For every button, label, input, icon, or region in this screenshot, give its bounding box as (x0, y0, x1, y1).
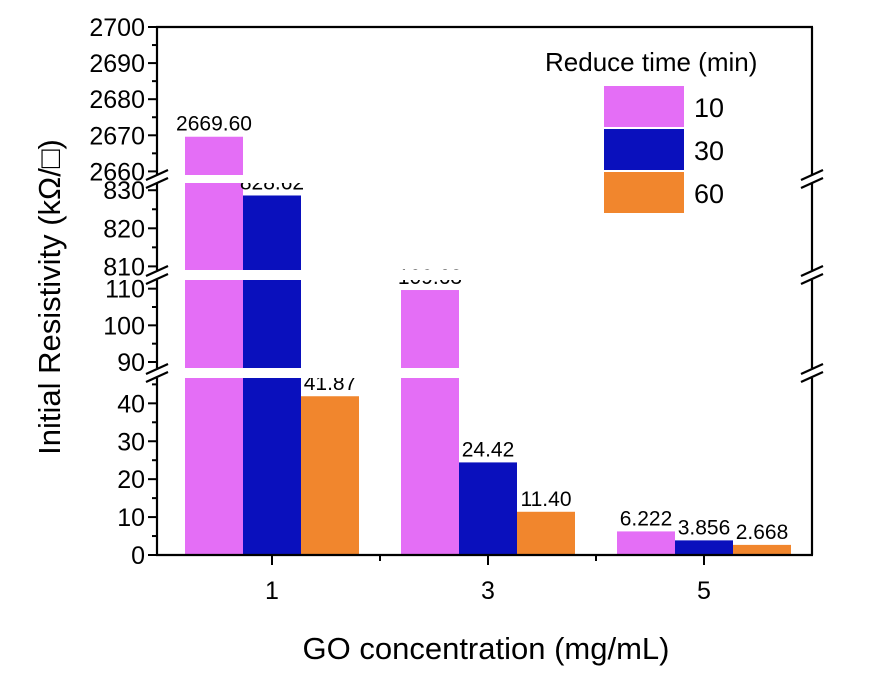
y-tick-label-820: 820 (103, 215, 145, 243)
y-tick-label-90: 90 (117, 349, 145, 377)
break-mark-3-right-1 (800, 362, 824, 376)
legend-title: Reduce time (min) (545, 47, 757, 77)
y-tick-label-30: 30 (117, 428, 145, 456)
y-tick-label-2680: 2680 (89, 86, 145, 114)
y-tick-label-2670: 2670 (89, 122, 145, 150)
break-mark-3-right-2 (800, 370, 824, 384)
x-axis-title: GO concentration (mg/mL) (303, 631, 670, 666)
bar-60min-conc-3 (517, 511, 575, 555)
bar-10min-conc-3 (401, 290, 459, 555)
axis-break-gaps (158, 175, 811, 378)
data-labels-layer: 2669.60109.636.222828.6224.423.85641.871… (176, 113, 788, 544)
y-tick-label-2700: 2700 (89, 14, 145, 42)
y-tick-label-2660: 2660 (89, 158, 145, 186)
break-mark-1-left-2 (145, 176, 169, 190)
data-label-10min-conc-1: 2669.60 (176, 113, 252, 136)
y-tick-label-40: 40 (117, 390, 145, 418)
legend: Reduce time (min) 10 30 60 (545, 47, 757, 213)
x-tick-label-3: 3 (481, 577, 495, 605)
y-tick-label-10: 10 (117, 504, 145, 532)
data-label-60min-conc-3: 11.40 (521, 488, 572, 511)
bar-30min-conc-3 (459, 462, 517, 555)
y-tick-label-830: 830 (103, 177, 145, 205)
bar-10min-conc-1 (185, 136, 243, 556)
legend-swatch-10 (604, 86, 684, 127)
x-tick-label-5: 5 (697, 577, 711, 605)
break-mark-1-right-1 (800, 168, 824, 182)
bar-10min-conc-5 (617, 531, 675, 555)
break-mark-2-right-2 (800, 272, 824, 286)
bar-30min-conc-5 (675, 540, 733, 555)
legend-swatch-60 (604, 172, 684, 213)
legend-label-10: 10 (694, 93, 724, 123)
y-tick-label-810: 810 (103, 253, 145, 281)
y-tick-label-0: 0 (131, 542, 145, 570)
break-mark-1-right-2 (800, 176, 824, 190)
data-label-10min-conc-5: 6.222 (620, 507, 673, 530)
axis-break-gap-2 (158, 270, 811, 280)
legend-label-60: 60 (694, 179, 724, 209)
bar-60min-conc-1 (301, 396, 359, 555)
data-label-30min-conc-5: 3.856 (678, 516, 731, 539)
break-mark-1-left-1 (145, 168, 169, 182)
break-mark-2-left-1 (145, 264, 169, 278)
legend-swatch-30 (604, 129, 684, 170)
y-tick-label-2690: 2690 (89, 50, 145, 78)
bar-60min-conc-5 (733, 544, 791, 555)
y-axis-title: Initial Resistivity (kΩ/□) (32, 139, 67, 455)
axis-break-gap-1 (158, 175, 811, 183)
x-tick-label-1: 1 (265, 577, 279, 605)
y-tick-label-20: 20 (117, 466, 145, 494)
axis-break-gap-3 (158, 368, 811, 378)
y-tick-label-110: 110 (105, 276, 145, 304)
data-label-60min-conc-5: 2.668 (736, 521, 789, 544)
break-mark-2-left-2 (145, 272, 169, 286)
break-mark-3-left-1 (145, 362, 169, 376)
y-tick-label-100: 100 (103, 312, 145, 340)
break-mark-2-right-1 (800, 264, 824, 278)
legend-label-30: 30 (694, 136, 724, 166)
break-mark-3-left-2 (145, 370, 169, 384)
data-label-30min-conc-3: 24.42 (462, 438, 515, 461)
